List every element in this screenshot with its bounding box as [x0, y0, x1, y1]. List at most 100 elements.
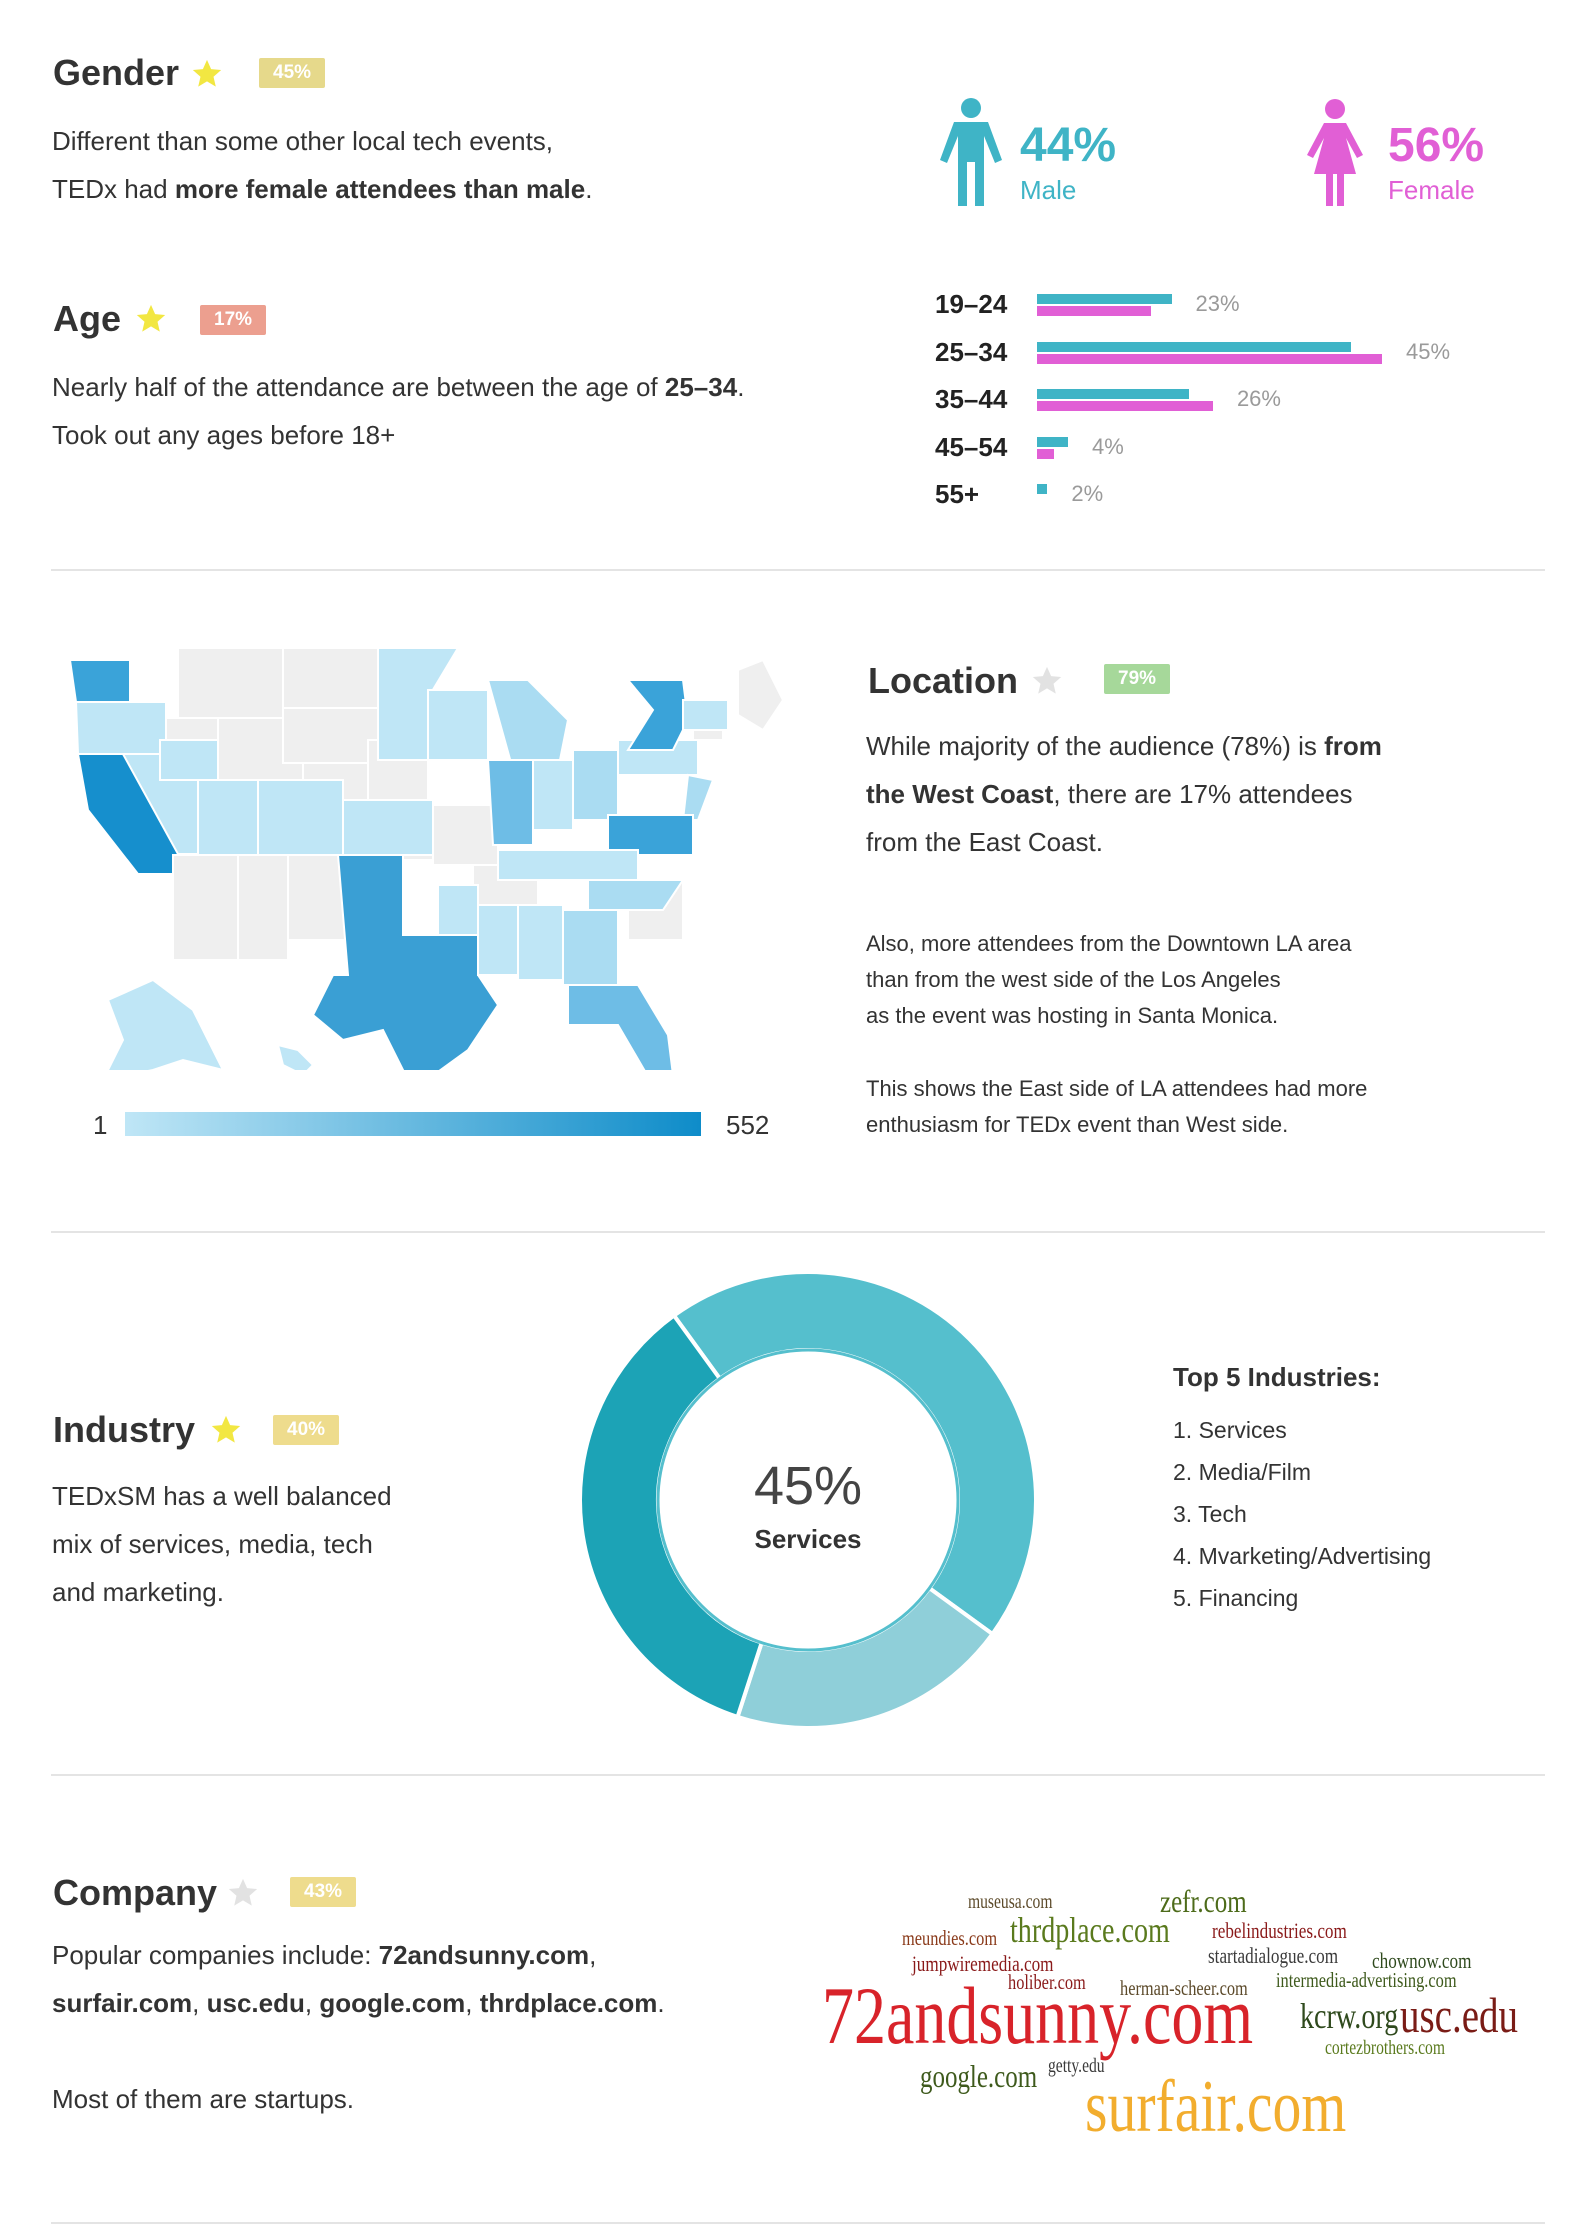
state-georgia [562, 909, 619, 986]
star-outline-icon [228, 1878, 258, 1906]
donut-inner-ring [656, 1348, 960, 1652]
industry-list-item: 5. Financing [1173, 1585, 1299, 1611]
age-bar-male [1037, 484, 1048, 494]
state-tennessee [497, 849, 639, 881]
donut-hole [660, 1352, 956, 1648]
state-washington [68, 659, 131, 703]
state-illinois [486, 759, 534, 846]
cloud-word: rebelindustries.com [1212, 1918, 1347, 1943]
cloud-word: thrdplace.com [1010, 1910, 1170, 1950]
age-group-label: 55+ [935, 479, 980, 509]
age-bar-value: 23% [1195, 291, 1240, 316]
cloud-word: zefr.com [1160, 1883, 1247, 1919]
state-louisiana [437, 884, 479, 936]
cloud-word: chownow.com [1372, 1948, 1472, 1973]
map-state [177, 647, 284, 719]
company-text-line-1: Popular companies include: 72andsunny.co… [52, 1940, 597, 1970]
company-title: Company [53, 1872, 218, 1913]
industry-list-item: 3. Tech [1173, 1501, 1247, 1527]
location-note: Also, more attendees from the Downtown L… [866, 926, 1566, 1034]
age-group-label: 35–44 [935, 384, 1008, 414]
star-outline-icon [1032, 666, 1062, 694]
company-text: Popular companies include: 72andsunny.co… [52, 1931, 832, 2027]
male-label: Male [1020, 175, 1077, 205]
industries-list-title: Top 5 Industries: [1173, 1362, 1381, 1392]
cloud-word: surfair.com [1085, 2066, 1347, 2148]
location-text-line-3: from the East Coast. [866, 827, 1103, 857]
female-label: Female [1388, 175, 1475, 205]
state-alaska [106, 978, 225, 1070]
state-hawaii [276, 1043, 315, 1070]
industry-text-line: TEDxSM has a well balanced [52, 1481, 392, 1511]
cloud-word: intermedia-advertising.com [1276, 1968, 1457, 1992]
state-colorado [257, 779, 344, 856]
location-text-line-1: While majority of the audience (78%) is … [866, 731, 1382, 761]
location-text: While majority of the audience (78%) is … [866, 722, 1566, 866]
age-text-line-1: Nearly half of the attendance are betwee… [52, 372, 745, 402]
age-group-label: 45–54 [935, 431, 1008, 462]
industry-text-line: and marketing. [52, 1577, 224, 1607]
industry-list-item: 2. Media/Film [1173, 1459, 1312, 1485]
state-florida [567, 984, 674, 1070]
scale-min: 1 [93, 1110, 108, 1140]
section-divider [51, 569, 1545, 571]
industry-list-item: 1. Services [1173, 1417, 1287, 1443]
cloud-word: startadialogue.com [1208, 1943, 1339, 1968]
age-bar-male [1037, 389, 1189, 399]
age-bar-value: 45% [1406, 338, 1451, 364]
state-oregon [74, 701, 167, 755]
cloud-word: museusa.com [968, 1891, 1053, 1913]
cloud-word: google.com [920, 2058, 1038, 2094]
cloud-word: getty.edu [1048, 2055, 1105, 2077]
company-text-line-2: surfair.com, usc.edu, google.com, thrdpl… [52, 1988, 665, 2018]
star-icon [211, 1415, 241, 1443]
location-note-line: This shows the East side of LA attendees… [866, 1076, 1368, 1101]
cloud-word: meundies.com [902, 1926, 998, 1950]
age-text: Nearly half of the attendance are betwee… [52, 363, 852, 459]
state-alabama [517, 904, 564, 981]
state-new-york [625, 679, 690, 751]
gender-badge: 45% [259, 58, 326, 88]
cloud-word: holiber.com [1008, 1970, 1086, 1994]
donut-center-value: 45% [753, 1456, 863, 1516]
company-word-cloud: 72andsunny.com surfair.com usc.edu kcrw.… [820, 1850, 1550, 2150]
industry-text-line: mix of services, media, tech [52, 1529, 373, 1559]
industries-list: 1. Services 2. Media/Film 3. Tech 4. Mva… [1173, 1409, 1431, 1619]
industry-text: TEDxSM has a well balanced mix of servic… [52, 1472, 502, 1616]
location-note-line: as the event was hosting in Santa Monica… [866, 1003, 1279, 1028]
map-blank [78, 645, 178, 653]
star-icon [192, 59, 222, 87]
donut-center-label: Services [754, 1524, 862, 1554]
industry-donut-chart [578, 1270, 1038, 1730]
section-divider [51, 1774, 1545, 1776]
state-north-carolina [587, 879, 685, 911]
scale-max: 552 [726, 1110, 770, 1140]
state-kansas [342, 799, 434, 856]
map-state [432, 804, 499, 866]
age-title: Age [53, 298, 122, 339]
state-virginia [607, 814, 694, 856]
age-group-label: 19–24 [935, 289, 1008, 319]
location-note-line: than from the west side of the Los Angel… [866, 967, 1281, 992]
state-new-england [682, 699, 729, 731]
state-mississippi [477, 904, 519, 976]
state-ohio [572, 749, 619, 821]
state-michigan [486, 679, 570, 771]
age-bar-female [1037, 448, 1055, 459]
map-state [282, 707, 379, 764]
state-indiana [532, 759, 574, 831]
map-state [282, 647, 379, 709]
state-utah [197, 779, 259, 856]
age-bar-value: 2% [1071, 481, 1104, 506]
cloud-word: kcrw.org [1300, 1996, 1399, 2036]
state-new-jersey [681, 773, 715, 821]
location-conclusion: This shows the East side of LA attendees… [866, 1071, 1566, 1143]
location-text-line-2: the West Coast, there are 17% attendees [866, 779, 1353, 809]
age-badge: 17% [200, 305, 267, 335]
female-pct: 56% [1388, 119, 1485, 172]
age-text-line-2: Took out any ages before 18+ [52, 420, 396, 450]
age-bar-male [1037, 294, 1172, 304]
age-bar-female [1037, 353, 1382, 364]
cloud-word: herman-scheer.com [1120, 1976, 1248, 2000]
gender-text-line-2: TEDx had more female attendees than male… [52, 174, 593, 204]
